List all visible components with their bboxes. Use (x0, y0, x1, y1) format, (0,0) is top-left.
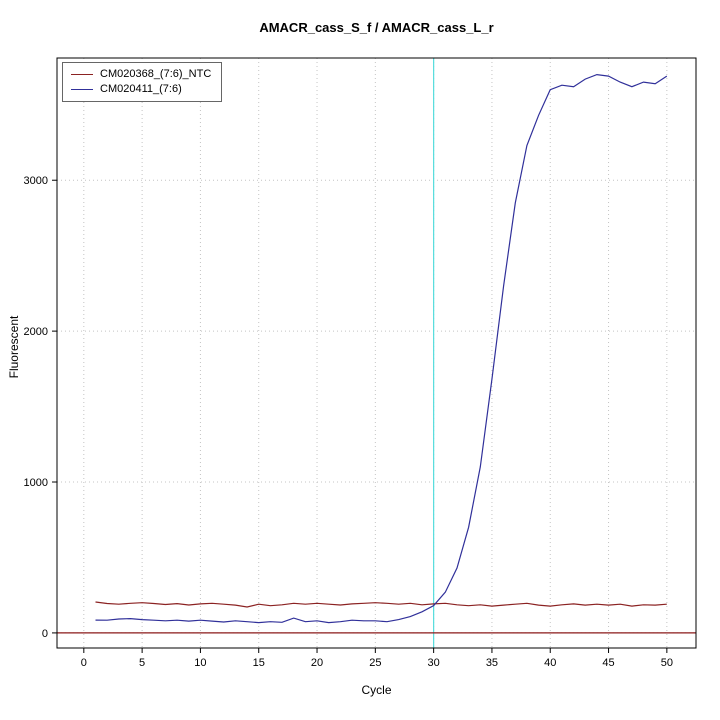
x-tick-label: 30 (428, 657, 440, 669)
series-line-0 (95, 601, 667, 608)
y-tick-label: 3000 (24, 175, 48, 187)
y-tick-label: 1000 (24, 477, 48, 489)
legend-entry-sample: CM020411_(7:6) (71, 82, 211, 97)
series-line-1 (95, 73, 668, 624)
legend-entry-ntc: CM020368_(7:6)_NTC (71, 67, 211, 82)
x-tick-label: 35 (486, 657, 498, 669)
x-tick-label: 45 (602, 657, 614, 669)
x-axis-label: Cycle (361, 683, 392, 697)
legend: CM020368_(7:6)_NTC CM020411_(7:6) (62, 62, 223, 102)
x-tick-label: 5 (139, 657, 145, 669)
x-tick-label: 10 (194, 657, 206, 669)
x-tick-label: 20 (311, 657, 323, 669)
x-tick-label: 40 (544, 657, 556, 669)
chart-title: AMACR_cass_S_f / AMACR_cass_L_r (259, 20, 494, 35)
legend-line-sample (71, 89, 93, 90)
x-tick-label: 15 (253, 657, 265, 669)
x-tick-label: 0 (81, 657, 87, 669)
legend-line-ntc (71, 74, 93, 75)
y-axis-label: Fluorescent (7, 315, 21, 379)
y-tick-label: 0 (42, 628, 48, 640)
x-tick-label: 50 (661, 657, 673, 669)
y-tick-label: 2000 (24, 326, 48, 338)
legend-label-ntc: CM020368_(7:6)_NTC (100, 68, 212, 80)
legend-label-sample: CM020411_(7:6) (100, 83, 182, 95)
x-tick-label: 25 (369, 657, 381, 669)
plot-border (56, 57, 697, 649)
